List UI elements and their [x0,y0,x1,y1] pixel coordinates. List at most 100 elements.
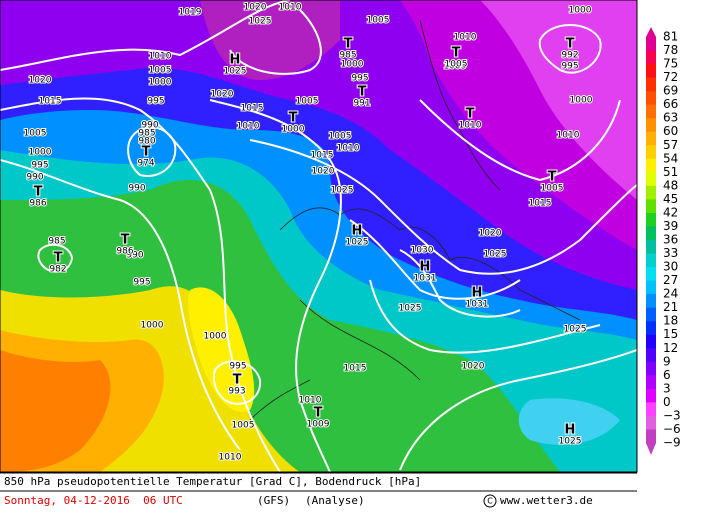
pressure-center-value: 985 [339,51,356,61]
footer-site: www.wetter3.de [500,494,593,507]
isobar-label: 1020 [462,362,485,372]
colorbar-label: 81 [663,30,678,44]
colorbar-label: 57 [663,138,678,152]
colorbar-band [646,334,656,349]
colorbar-band [646,37,656,52]
footer-date: Sonntag, 04-12-2016 06 UTC [4,494,183,507]
isobar-label: 1025 [399,304,422,314]
colorbar-label: 9 [663,354,671,368]
isobar-label: 1000 [569,6,592,16]
colorbar-label: 63 [663,111,678,125]
pressure-center-value: 974 [137,159,154,169]
isobar-label: 1000 [29,148,52,158]
pressure-center-value: 991 [353,99,370,109]
colorbar-band [646,212,656,227]
pressure-center-symbol: T [121,233,130,248]
colorbar-label: −9 [663,436,681,450]
colorbar-label: 24 [663,287,678,301]
isobar-label: 990 [126,251,143,261]
isobar-label: 1000 [141,321,164,331]
colorbar-label: 21 [663,300,678,314]
pressure-center-symbol: T [466,107,475,122]
pressure-center-value: 982 [49,265,66,275]
isobar-label: 1020 [211,90,234,100]
colorbar-band [646,64,656,79]
pressure-center-symbol: T [566,37,575,52]
pressure-center-value: 1005 [541,184,564,194]
pressure-center-value: 992 [561,51,578,61]
isobar-label: 1015 [241,104,264,114]
isobar-label: 1005 [444,62,467,72]
isobar-label: 985 [138,129,155,139]
isobar-label: 1005 [329,132,352,142]
isobar-label: 1020 [312,167,335,177]
footer-run: (Analyse) [305,494,365,507]
pressure-center-symbol: T [142,145,151,160]
colorbar-band [646,294,656,309]
isobar-label: 995 [561,62,578,72]
pressure-center-value: 986 [116,247,133,257]
colorbar-band [646,240,656,255]
pressure-center-value: 993 [228,387,245,397]
pressure-center-symbol: T [344,37,353,52]
colorbar-label: 54 [663,151,678,165]
map-background [0,0,637,472]
pressure-center-symbol: T [34,185,43,200]
colorbar-label: 75 [663,57,678,71]
colorbar-band [646,348,656,363]
copyright-c: C [487,497,493,506]
isobar-label: 1010 [219,453,242,463]
colorbar-label: 6 [663,368,671,382]
colorbar-band [646,267,656,282]
isobar-label: 1025 [249,17,272,27]
colorbar-label: 30 [663,260,678,274]
colorbar-band [646,361,656,376]
colorbar-label: 51 [663,165,678,179]
copyright-icon [483,494,497,508]
pressure-center-symbol: T [358,85,367,100]
footer-model: (GFS) [257,494,290,507]
isobar-label: 995 [133,278,150,288]
isobar-label: 1000 [204,332,227,342]
isobar-label: 1010 [279,3,302,13]
isobar-label: 1000 [149,78,172,88]
colorbar-label: 69 [663,84,678,98]
pressure-center-symbol: H [230,53,241,68]
map-labels: 1020101510051000995990985990995100010009… [23,2,594,464]
colorbar-band [646,104,656,119]
isobar-label: 1019 [179,8,202,18]
isobar-label: 980 [138,137,155,147]
colorbar-label: 39 [663,219,678,233]
isobar-label: 1010 [149,52,172,62]
colorbar-label: 42 [663,205,678,219]
pressure-center-value: 1010 [459,121,482,131]
colorbar-label: 3 [663,381,671,395]
colorbar-band [646,185,656,200]
colorbar-label: 15 [663,327,678,341]
pressure-center-symbol: T [452,46,461,61]
isobar-label: 1015 [344,364,367,374]
colorbar-band [646,280,656,295]
colorbar-label: −6 [663,422,681,436]
isobar-label: 1025 [564,325,587,335]
colorbar-label: 72 [663,70,678,84]
pressure-center-symbol: H [420,260,431,275]
pressure-center-symbol: H [565,423,576,438]
isobar-label: 1015 [311,151,334,161]
isobar-label: 1005 [24,129,47,139]
colorbar-arrow-top [646,27,656,37]
isobar-label: 1030 [411,246,434,256]
colorbar-band [646,307,656,322]
colorbar-label: 78 [663,43,678,57]
colorbar-band [646,402,656,417]
isobar-label: 1010 [454,33,477,43]
isobar-label: 995 [229,362,246,372]
pressure-center-value: 1005 [445,60,468,70]
pressure-center-symbol: T [54,251,63,266]
isobar-label: 1015 [39,97,62,107]
isobar-label: 1005 [232,421,255,431]
colorbar-label: 33 [663,246,678,260]
pressure-center-value: 1025 [559,437,582,447]
pressure-center-value: 1025 [224,67,247,77]
